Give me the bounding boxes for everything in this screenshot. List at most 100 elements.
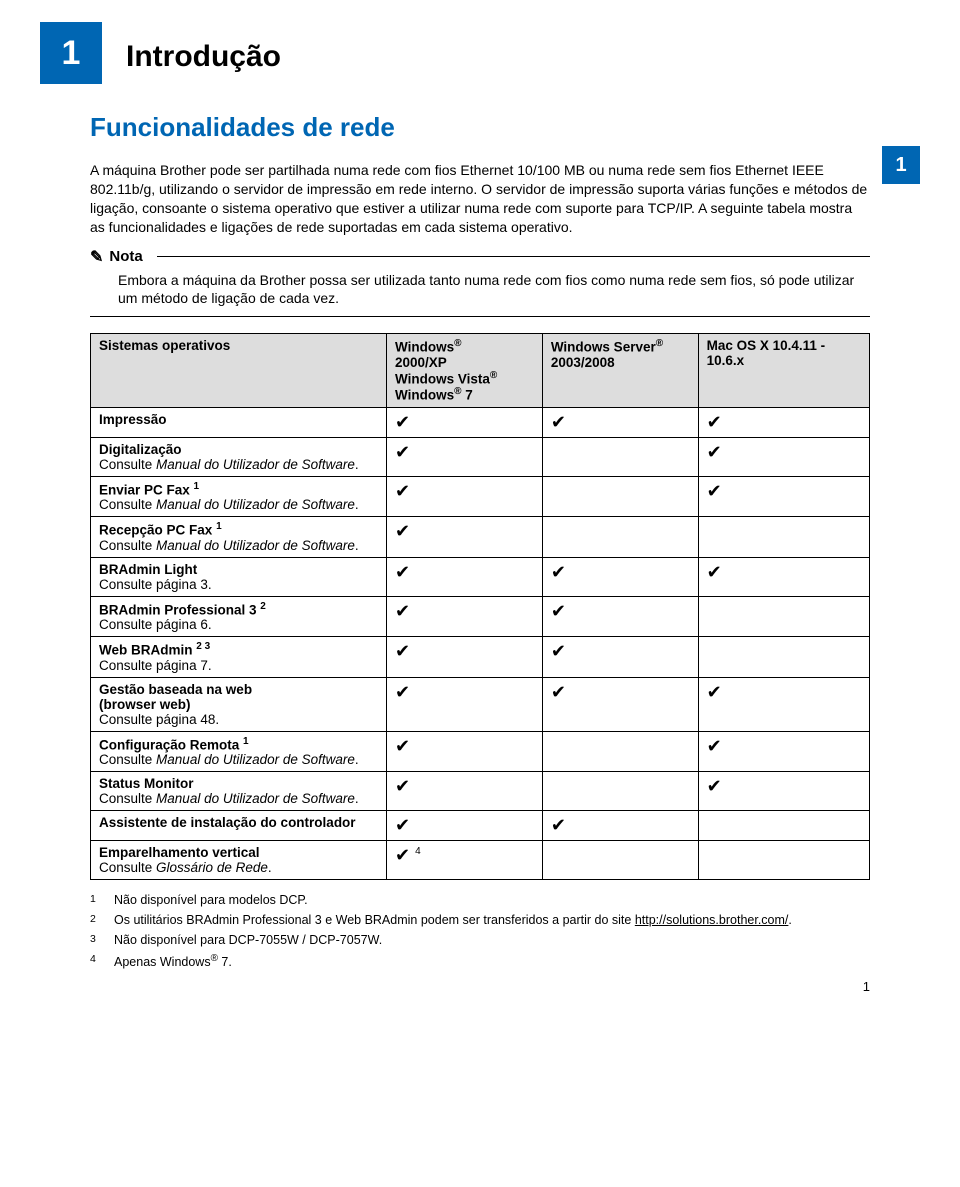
feature-cell: Recepção PC Fax 1Consulte Manual do Util… <box>91 517 387 558</box>
check-cell: ✔ <box>387 596 543 637</box>
feature-cell: Configuração Remota 1Consulte Manual do … <box>91 731 387 772</box>
check-cell: ✔ <box>698 677 869 731</box>
th-winserver: Windows Server®2003/2008 <box>542 334 698 408</box>
note-body: Embora a máquina da Brother possa ser ut… <box>118 271 870 309</box>
check-cell <box>542 841 698 880</box>
table-row: Enviar PC Fax 1Consulte Manual do Utiliz… <box>91 476 870 517</box>
check-cell: ✔ <box>698 731 869 772</box>
header-line: 2003/2008 <box>551 355 690 370</box>
check-cell: ✔ <box>542 637 698 678</box>
check-cell: ✔ <box>387 557 543 596</box>
table-row: Web BRAdmin 2 3Consulte página 7.✔✔ <box>91 637 870 678</box>
footnote: 4 Apenas Windows® 7. <box>90 952 870 971</box>
check-cell: ✔ <box>698 772 869 811</box>
check-cell: ✔ <box>387 517 543 558</box>
feature-cell: Gestão baseada na web(browser web)Consul… <box>91 677 387 731</box>
footnote-text: Não disponível para DCP-7055W / DCP-7057… <box>114 932 382 949</box>
section-title: Funcionalidades de rede <box>90 112 870 143</box>
table-row: Recepção PC Fax 1Consulte Manual do Util… <box>91 517 870 558</box>
check-cell: ✔ 4 <box>387 841 543 880</box>
header-line: 2000/XP <box>395 355 534 370</box>
check-cell: ✔ <box>387 476 543 517</box>
check-cell <box>542 476 698 517</box>
feature-table: Sistemas operativos Windows®2000/XPWindo… <box>90 333 870 880</box>
side-tab: 1 <box>882 146 920 184</box>
table-row: Status MonitorConsulte Manual do Utiliza… <box>91 772 870 811</box>
check-cell <box>542 437 698 476</box>
page-number: 1 <box>863 979 870 994</box>
check-cell <box>698 811 869 841</box>
check-cell: ✔ <box>542 557 698 596</box>
th-windows: Windows®2000/XPWindows Vista®Windows® 7 <box>387 334 543 408</box>
check-cell <box>698 637 869 678</box>
check-cell: ✔ <box>542 407 698 437</box>
feature-cell: Impressão <box>91 407 387 437</box>
feature-cell: Assistente de instalação do controlador <box>91 811 387 841</box>
footnote: 3 Não disponível para DCP-7055W / DCP-705… <box>90 932 870 949</box>
header-line: 10.6.x <box>707 353 861 368</box>
check-cell: ✔ <box>698 407 869 437</box>
intro-paragraph: A máquina Brother pode ser partilhada nu… <box>90 161 870 237</box>
table-row: Assistente de instalação do controlador✔… <box>91 811 870 841</box>
feature-cell: DigitalizaçãoConsulte Manual do Utilizad… <box>91 437 387 476</box>
check-cell: ✔ <box>387 637 543 678</box>
footnote: 1 Não disponível para modelos DCP. <box>90 892 870 909</box>
header-line: Windows® 7 <box>395 386 534 403</box>
check-cell: ✔ <box>387 437 543 476</box>
note-label: Nota <box>109 248 142 265</box>
check-cell: ✔ <box>542 677 698 731</box>
feature-tbody: Impressão✔✔✔DigitalizaçãoConsulte Manual… <box>91 407 870 880</box>
header-line: Windows Vista® <box>395 370 534 387</box>
check-cell <box>698 841 869 880</box>
table-row: Gestão baseada na web(browser web)Consul… <box>91 677 870 731</box>
table-row: Emparelhamento verticalConsulte Glossári… <box>91 841 870 880</box>
check-cell: ✔ <box>387 407 543 437</box>
feature-cell: Status MonitorConsulte Manual do Utiliza… <box>91 772 387 811</box>
th-os: Sistemas operativos <box>91 334 387 408</box>
feature-cell: Emparelhamento verticalConsulte Glossári… <box>91 841 387 880</box>
check-cell: ✔ <box>542 596 698 637</box>
check-cell: ✔ <box>698 557 869 596</box>
footnote-text: Os utilitários BRAdmin Professional 3 e … <box>114 912 792 929</box>
header-line: Windows Server® <box>551 338 690 355</box>
check-cell: ✔ <box>387 811 543 841</box>
footnote-number: 1 <box>90 892 104 909</box>
check-cell <box>542 731 698 772</box>
table-row: Impressão✔✔✔ <box>91 407 870 437</box>
check-cell <box>542 517 698 558</box>
footnote-link[interactable]: http://solutions.brother.com/ <box>635 913 789 927</box>
check-cell <box>698 517 869 558</box>
check-cell: ✔ <box>387 677 543 731</box>
header-line: Mac OS X 10.4.11 - <box>707 338 861 353</box>
table-row: DigitalizaçãoConsulte Manual do Utilizad… <box>91 437 870 476</box>
footnote-text: Não disponível para modelos DCP. <box>114 892 308 909</box>
check-cell: ✔ <box>542 811 698 841</box>
note-icon: ✎ <box>90 247 103 267</box>
header-line: Windows® <box>395 338 534 355</box>
table-row: BRAdmin LightConsulte página 3.✔✔✔ <box>91 557 870 596</box>
feature-cell: BRAdmin LightConsulte página 3. <box>91 557 387 596</box>
check-cell: ✔ <box>698 437 869 476</box>
table-row: BRAdmin Professional 3 2Consulte página … <box>91 596 870 637</box>
footnotes: 1 Não disponível para modelos DCP. 2 Os uti… <box>90 892 870 971</box>
footnote-number: 4 <box>90 952 104 971</box>
footnote-text: Apenas Windows® 7. <box>114 952 232 971</box>
footnote-number: 3 <box>90 932 104 949</box>
note-close-line <box>90 316 870 317</box>
check-cell <box>542 772 698 811</box>
check-cell: ✔ <box>387 772 543 811</box>
chapter-number-badge: 1 <box>40 22 102 84</box>
feature-cell: Web BRAdmin 2 3Consulte página 7. <box>91 637 387 678</box>
chapter-title: Introdução <box>126 40 870 74</box>
check-cell <box>698 596 869 637</box>
footnote-number: 2 <box>90 912 104 929</box>
check-cell: ✔ <box>698 476 869 517</box>
note-block: ✎ Nota Embora a máquina da Brother possa… <box>90 247 870 318</box>
note-divider <box>157 256 870 257</box>
feature-cell: BRAdmin Professional 3 2Consulte página … <box>91 596 387 637</box>
th-macos: Mac OS X 10.4.11 -10.6.x <box>698 334 869 408</box>
feature-cell: Enviar PC Fax 1Consulte Manual do Utiliz… <box>91 476 387 517</box>
check-cell: ✔ <box>387 731 543 772</box>
footnote: 2 Os utilitários BRAdmin Professional 3 e… <box>90 912 870 929</box>
table-row: Configuração Remota 1Consulte Manual do … <box>91 731 870 772</box>
